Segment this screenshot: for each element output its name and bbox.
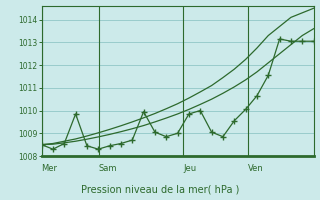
- Text: Mer: Mer: [42, 164, 58, 173]
- Text: Ven: Ven: [248, 164, 264, 173]
- Text: Sam: Sam: [99, 164, 117, 173]
- Text: Jeu: Jeu: [183, 164, 196, 173]
- Text: Pression niveau de la mer( hPa ): Pression niveau de la mer( hPa ): [81, 184, 239, 194]
